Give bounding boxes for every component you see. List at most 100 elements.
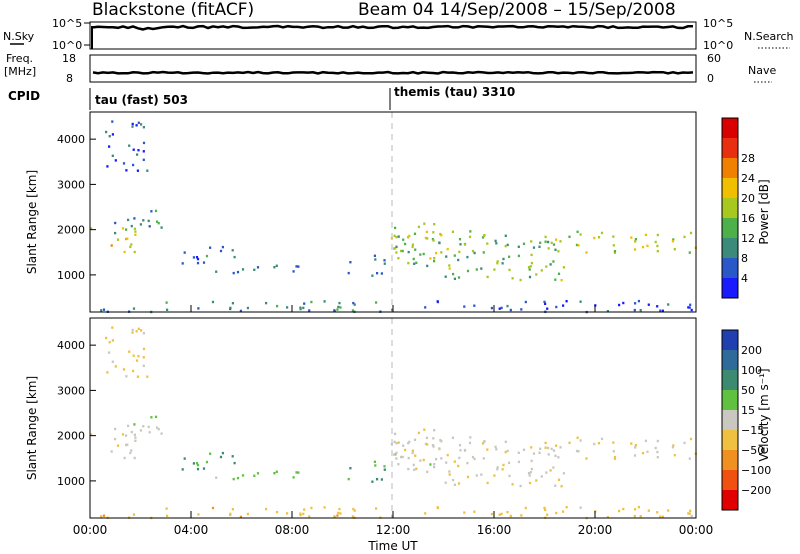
velocity-cell-band-6 xyxy=(352,507,355,511)
velocity-cell-band-7 xyxy=(433,429,436,432)
velocity-cell-band-6 xyxy=(102,514,106,517)
velocity-cell-band-8 xyxy=(496,466,499,469)
velocity-cell-band-10 xyxy=(600,437,604,441)
power-cell-band-10 xyxy=(683,235,686,239)
power-cell-band-5 xyxy=(376,272,379,275)
power-colorbar-tick: 20 xyxy=(741,192,755,205)
velocity-cell-band-2 xyxy=(131,328,134,332)
freq-tick-top: 18 xyxy=(62,52,76,65)
velocity-cell-band-8 xyxy=(506,449,509,453)
velocity-cell-band-10 xyxy=(544,446,547,449)
velocity-cell-band-7 xyxy=(440,440,443,443)
power-cell-band-11 xyxy=(544,302,547,305)
power-cell-band-5 xyxy=(349,261,352,264)
power-cell-band-6 xyxy=(353,303,356,306)
velocity-cell-band-10 xyxy=(547,453,550,456)
power-cell-band-0 xyxy=(134,230,137,233)
power-cell-band-6 xyxy=(211,300,215,304)
power-cell-band-8 xyxy=(412,257,415,261)
power-cell-band-4 xyxy=(241,268,245,271)
velocity-cell-band-11 xyxy=(689,509,692,512)
power-cell-band-8 xyxy=(486,242,489,245)
power-cell-band-8 xyxy=(438,241,441,245)
power-cell-band-11 xyxy=(500,306,503,310)
velocity-cell-band-2 xyxy=(132,354,135,357)
power-colorbar-label: Power [dB] xyxy=(757,179,771,244)
power-cell-band-9 xyxy=(452,272,455,276)
velocity-cell-band-3 xyxy=(183,457,186,460)
velocity-cell-band-11 xyxy=(634,508,637,511)
power-cell-band-6 xyxy=(299,306,302,309)
power-cell-band-8 xyxy=(481,236,485,239)
power-yaxis: 1000 2000 3000 4000 xyxy=(57,133,96,282)
velocity-cell-band-3 xyxy=(202,467,206,470)
power-cell-band-7 xyxy=(395,251,398,254)
velocity-cell-band-8 xyxy=(504,450,507,454)
velocity-cell-band-8 xyxy=(453,460,456,463)
velocity-yaxis: 1000 2000 3000 4000 xyxy=(57,339,96,488)
velocity-cell-band-3 xyxy=(181,468,184,471)
power-cell-band-7 xyxy=(440,234,443,237)
velocity-cell-band-11 xyxy=(555,511,558,515)
velocity-cell-band-9 xyxy=(508,474,511,478)
velocity-panel: 1000 2000 3000 4000 00:00 04:00 08:00 12:00 16:… xyxy=(57,305,713,537)
power-cell-band-8 xyxy=(407,250,410,254)
power-cell-band-2 xyxy=(136,169,139,172)
power-cell-band-8 xyxy=(433,259,436,263)
power-cell-band-7 xyxy=(435,251,438,255)
power-cell-band-5 xyxy=(374,258,377,261)
power-cell-band-2 xyxy=(142,150,145,153)
power-cell-band-8 xyxy=(404,242,407,246)
power-cell-band-4 xyxy=(295,265,298,268)
power-cell-band-8 xyxy=(471,249,475,253)
velocity-cell-band-4 xyxy=(275,470,278,473)
power-scatter xyxy=(90,120,697,314)
power-cell-band-10 xyxy=(656,250,659,253)
velocity-cell-band-10 xyxy=(575,449,579,453)
power-cell-band-8 xyxy=(550,241,553,245)
velocity-cell-band-2 xyxy=(111,360,114,363)
power-cell-band-8 xyxy=(554,248,557,251)
power-cell-band-2 xyxy=(137,121,140,124)
colorbar-frame xyxy=(721,329,739,511)
power-cell-band-7 xyxy=(408,234,411,238)
power-cell-band-2 xyxy=(146,169,149,172)
nsearch-tick-top: 10^5 xyxy=(703,17,733,30)
power-cell-band-8 xyxy=(433,257,436,260)
velocity-cell-band-2 xyxy=(142,364,145,367)
freq-label-line1: Freq. xyxy=(6,52,33,65)
power-cell-band-11 xyxy=(579,300,582,303)
velocity-cell-band-8 xyxy=(482,440,486,444)
nsky-trace xyxy=(92,24,693,31)
velocity-cell-band-10 xyxy=(544,441,547,445)
power-cell-band-1 xyxy=(130,224,133,228)
velocity-colorbar-tick: 100 xyxy=(741,364,762,377)
velocity-cell-band-10 xyxy=(644,439,647,443)
time-xaxis: 00:00 04:00 08:00 12:00 16:00 20:00 00:00 xyxy=(73,305,713,537)
velocity-colorbar-label: Velocity [m s⁻¹] xyxy=(757,368,771,461)
ytick-label: 1000 xyxy=(57,269,85,282)
power-cell-band-3 xyxy=(195,256,199,259)
power-cell-band-10 xyxy=(630,236,633,239)
power-cell-band-8 xyxy=(466,255,469,259)
power-cell-band-1 xyxy=(150,210,153,213)
power-cell-band-1 xyxy=(154,209,158,213)
velocity-cell-band-10 xyxy=(630,442,633,445)
velocity-cell-band-9 xyxy=(444,481,447,484)
velocity-cell-band-8 xyxy=(501,468,504,471)
power-cell-band-0 xyxy=(130,243,133,246)
power-cell-band-10 xyxy=(689,231,693,235)
power-cell-band-11 xyxy=(509,308,512,312)
power-cell-band-8 xyxy=(463,243,467,246)
velocity-cell-band-5 xyxy=(383,465,386,468)
velocity-cell-band-2 xyxy=(136,375,139,378)
velocity-cell-band-9 xyxy=(480,473,483,476)
velocity-cell-band-10 xyxy=(656,450,659,454)
velocity-cell-band-8 xyxy=(458,456,461,460)
velocity-cell-band-4 xyxy=(297,471,300,474)
power-cell-band-8 xyxy=(440,251,443,254)
velocity-cell-band-10 xyxy=(634,444,637,447)
beam-date-title: Beam 04 14/Sep/2008 – 15/Sep/2008 xyxy=(358,0,676,20)
power-colorbar-tick: 28 xyxy=(741,152,755,165)
power-cell-band-10 xyxy=(672,238,675,241)
